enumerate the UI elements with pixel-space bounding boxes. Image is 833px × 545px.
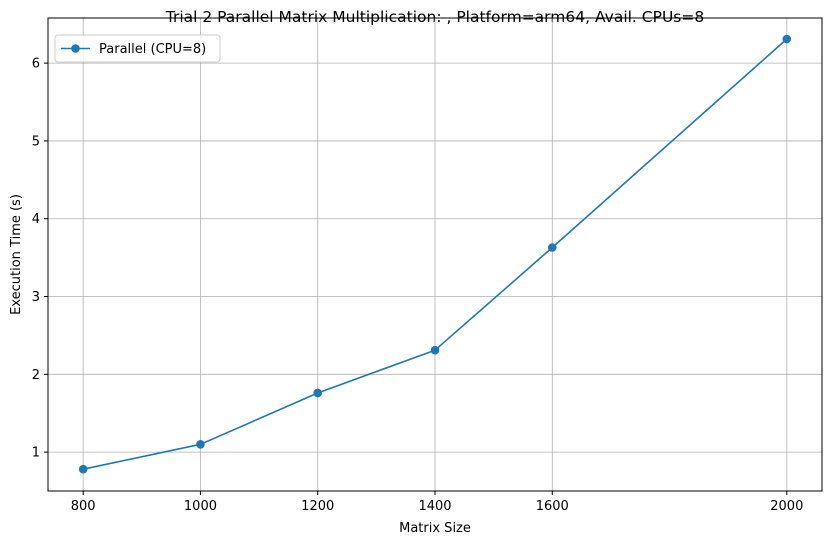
x-tick-label: 800	[71, 499, 96, 514]
plot-series	[78, 34, 792, 474]
x-axis-ticks: 800 1000 1200 1400 1600 2000	[71, 491, 803, 514]
data-point	[196, 440, 205, 449]
y-tick-label: 4	[32, 212, 40, 227]
y-tick-label: 5	[32, 134, 40, 149]
x-tick-label: 1000	[184, 499, 217, 514]
grid-lines	[48, 18, 822, 491]
x-tick-label: 1600	[536, 499, 569, 514]
x-tick-label: 2000	[770, 499, 803, 514]
y-axis-ticks: 1 2 3 4 5 6	[32, 57, 48, 461]
legend: Parallel (CPU=8)	[54, 34, 221, 63]
legend-point-marker	[71, 44, 80, 53]
data-point	[547, 243, 557, 252]
x-tick-label: 1200	[301, 499, 334, 514]
chart-title: Trial 2 Parallel Matrix Multiplication: …	[165, 8, 704, 26]
y-tick-label: 3	[32, 290, 40, 305]
data-point	[78, 464, 88, 474]
data-point	[313, 388, 323, 398]
x-tick-label: 1400	[418, 499, 451, 514]
x-axis-label: Matrix Size	[399, 521, 471, 536]
legend-label: Parallel (CPU=8)	[99, 42, 206, 57]
y-axis-label: Execution Time (s)	[9, 194, 24, 315]
y-tick-label: 6	[32, 57, 40, 72]
data-point	[430, 345, 440, 355]
y-tick-label: 1	[32, 446, 40, 461]
data-point	[782, 34, 792, 44]
series-line	[83, 38, 788, 470]
legend-box	[54, 34, 221, 63]
y-tick-label: 2	[32, 368, 40, 383]
